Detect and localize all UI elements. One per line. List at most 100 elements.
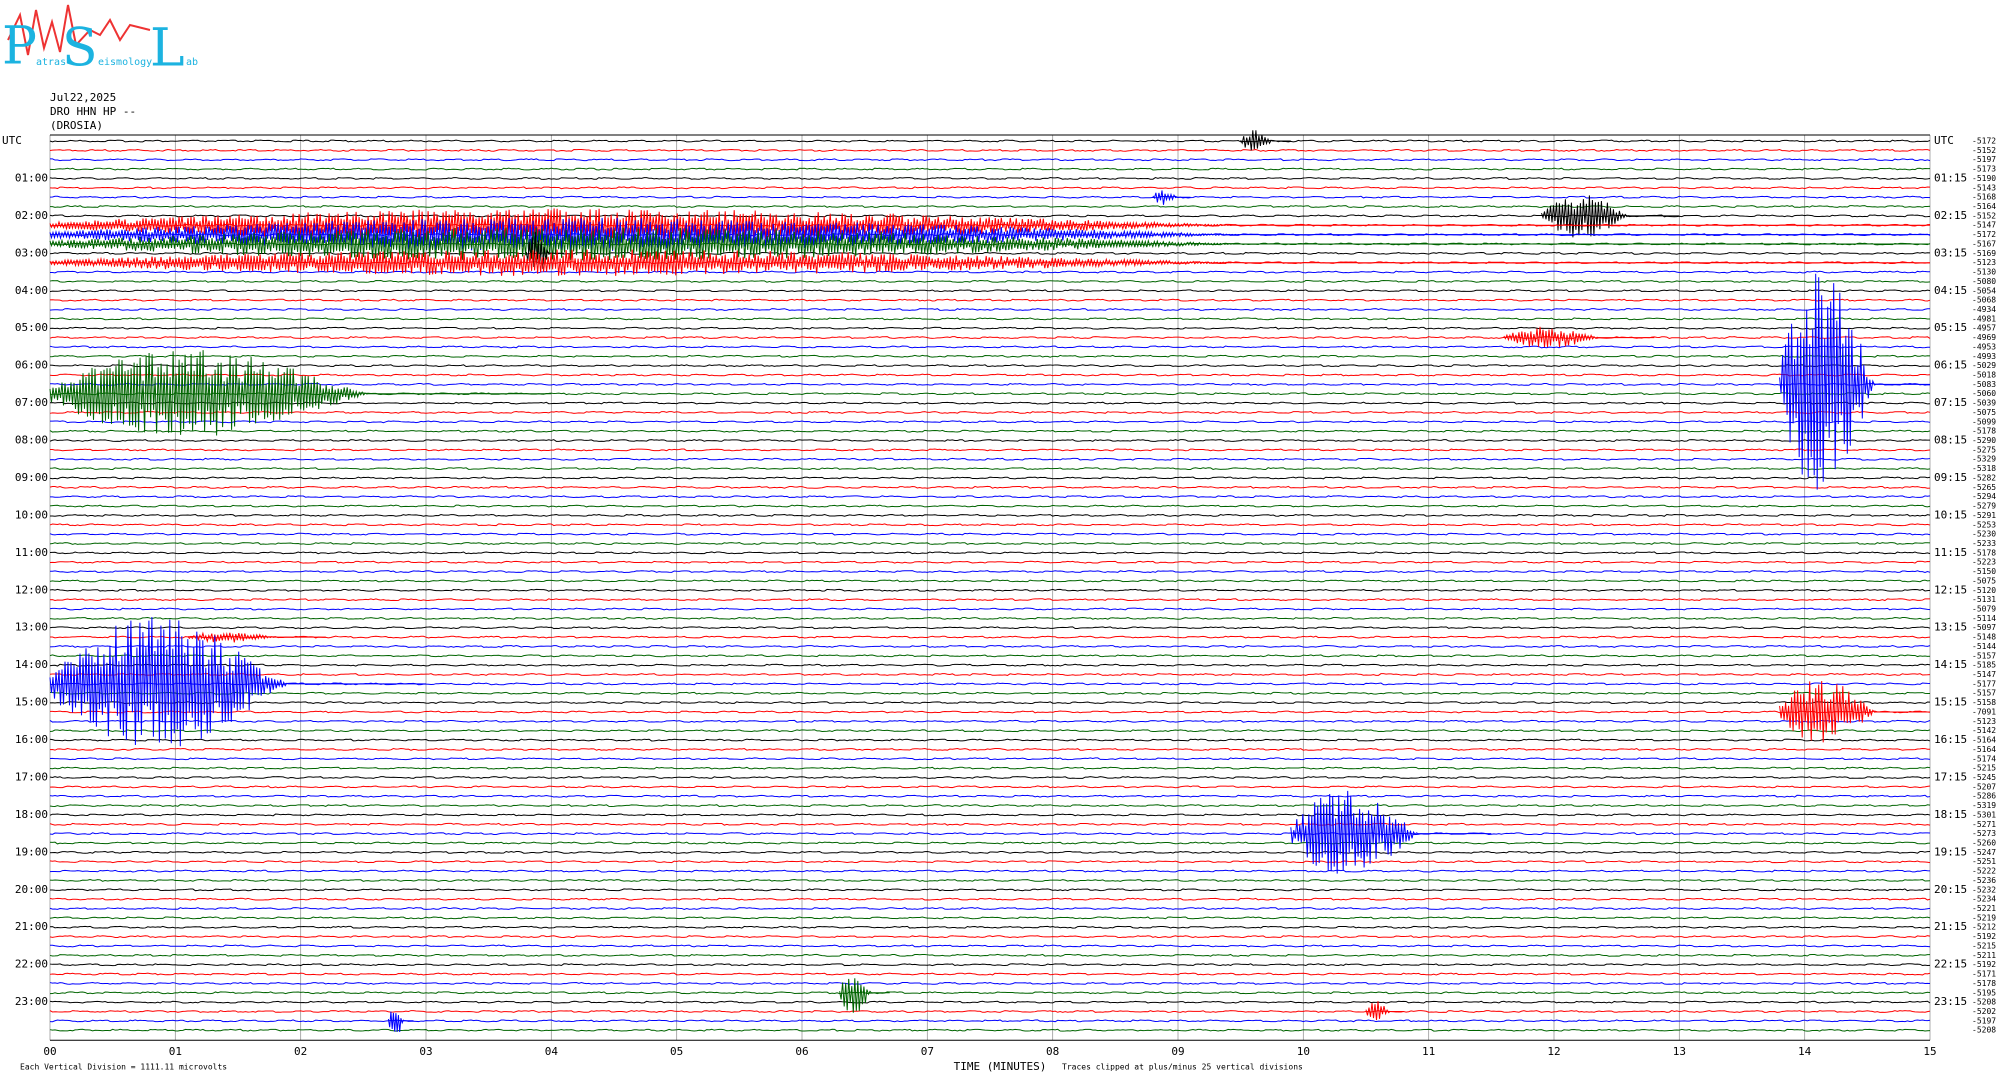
left-time-label: 16:00 <box>15 733 48 746</box>
right-time-label: 13:15 <box>1934 621 1967 634</box>
trace-offset: -5275 <box>1972 445 1996 454</box>
right-time-label: 08:15 <box>1934 434 1967 447</box>
trace <box>49 953 1931 957</box>
x-tick-label: 03 <box>419 1045 432 1058</box>
trace-offset: -5148 <box>1972 633 1996 642</box>
trace-offset: -5253 <box>1972 520 1996 529</box>
left-time-label: 08:00 <box>15 434 48 447</box>
trace <box>49 757 1931 761</box>
trace <box>49 832 1931 836</box>
trace <box>49 907 1931 910</box>
trace-offset: -5083 <box>1972 380 1996 389</box>
trace <box>49 813 1931 817</box>
logo-letter: L <box>150 19 185 79</box>
x-tick-label: 15 <box>1923 1045 1936 1058</box>
trace <box>49 551 1931 555</box>
left-time-label: 23:00 <box>15 995 48 1008</box>
left-time-label: 18:00 <box>15 808 48 821</box>
x-axis-title: TIME (MINUTES) <box>954 1060 1047 1073</box>
right-time-label: 11:15 <box>1934 546 1967 559</box>
trace <box>49 401 1931 405</box>
trace-offset: -5215 <box>1972 764 1996 773</box>
trace-offset: -5178 <box>1972 979 1996 988</box>
left-time-label: 14:00 <box>15 658 48 671</box>
trace-offset: -5157 <box>1972 651 1996 660</box>
right-time-label: 07:15 <box>1934 396 1967 409</box>
trace <box>49 382 1931 386</box>
trace <box>49 354 1931 358</box>
trace-offset: -5273 <box>1972 829 1996 838</box>
trace <box>49 345 1931 349</box>
trace <box>49 925 1931 929</box>
right-time-label: 18:15 <box>1934 808 1967 821</box>
x-tick-label: 01 <box>169 1045 182 1058</box>
trace-offset: -4993 <box>1972 352 1996 361</box>
trace-offset: -5029 <box>1972 361 1996 370</box>
trace <box>49 504 1931 508</box>
right-time-label: 19:15 <box>1934 845 1967 858</box>
right-time-label: UTC <box>1934 134 1954 147</box>
trace <box>49 794 1931 798</box>
trace <box>49 1000 1931 1004</box>
trace-offset: -5301 <box>1972 810 1996 819</box>
trace <box>49 392 1931 396</box>
seismic-event <box>1541 195 1680 238</box>
right-time-label: 06:15 <box>1934 359 1967 372</box>
seismic-event <box>1152 190 1191 205</box>
trace-offset: -5172 <box>1972 137 1996 146</box>
trace <box>49 439 1931 442</box>
trace <box>49 336 1931 339</box>
trace <box>49 148 1931 152</box>
seismic-event <box>387 1011 414 1032</box>
seismic-event <box>1240 130 1291 151</box>
trace <box>49 888 1931 892</box>
right-time-label: 17:15 <box>1934 770 1967 783</box>
trace-offset: -5169 <box>1972 249 1996 258</box>
trace-offset: -7091 <box>1972 707 1996 716</box>
right-time-label: 02:15 <box>1934 209 1967 222</box>
right-time-label: 10:15 <box>1934 508 1967 521</box>
trace-offset: -5197 <box>1972 1016 1996 1025</box>
trace-offset: -5247 <box>1972 848 1996 857</box>
left-time-label: 09:00 <box>15 471 48 484</box>
trace-offset: -4957 <box>1972 324 1996 333</box>
left-time-label: 07:00 <box>15 396 48 409</box>
trace-offset: -5147 <box>1972 221 1996 230</box>
trace <box>49 944 1931 948</box>
trace-offset: -5120 <box>1972 586 1996 595</box>
trace-offset: -5279 <box>1972 502 1996 511</box>
trace <box>49 542 1931 545</box>
trace-offset: -4934 <box>1972 305 1996 314</box>
left-time-label: 22:00 <box>15 958 48 971</box>
right-time-label: 04:15 <box>1934 284 1967 297</box>
trace-offset: -5075 <box>1972 576 1996 585</box>
trace <box>49 635 1931 639</box>
trace-offset: -5099 <box>1972 417 1996 426</box>
right-time-label: 03:15 <box>1934 246 1967 259</box>
trace-offset: -5208 <box>1972 998 1996 1007</box>
seismic-event <box>49 350 552 436</box>
trace-offset: -5185 <box>1972 661 1996 670</box>
trace <box>49 963 1931 967</box>
trace <box>49 279 1931 283</box>
trace-offset: -5054 <box>1972 286 1996 295</box>
trace <box>50 270 1931 274</box>
trace-offset: -5215 <box>1972 941 1996 950</box>
left-time-label: 01:00 <box>15 171 48 184</box>
trace <box>49 485 1931 489</box>
logo-word: ab <box>186 57 198 68</box>
trace-offset: -5168 <box>1972 193 1996 202</box>
trace <box>49 195 1931 199</box>
trace-offset: -5068 <box>1972 296 1996 305</box>
trace <box>49 373 1931 377</box>
left-time-label: 05:00 <box>15 321 48 334</box>
logo-wave <box>7 4 151 56</box>
trace-offset: -5211 <box>1972 951 1996 960</box>
trace-offset: -5294 <box>1972 492 1996 501</box>
trace <box>49 607 1931 611</box>
trace-offset: -5152 <box>1972 146 1996 155</box>
seismic-event <box>49 227 1930 261</box>
x-tick-label: 04 <box>545 1045 559 1058</box>
trace-offset: -5232 <box>1972 885 1996 894</box>
